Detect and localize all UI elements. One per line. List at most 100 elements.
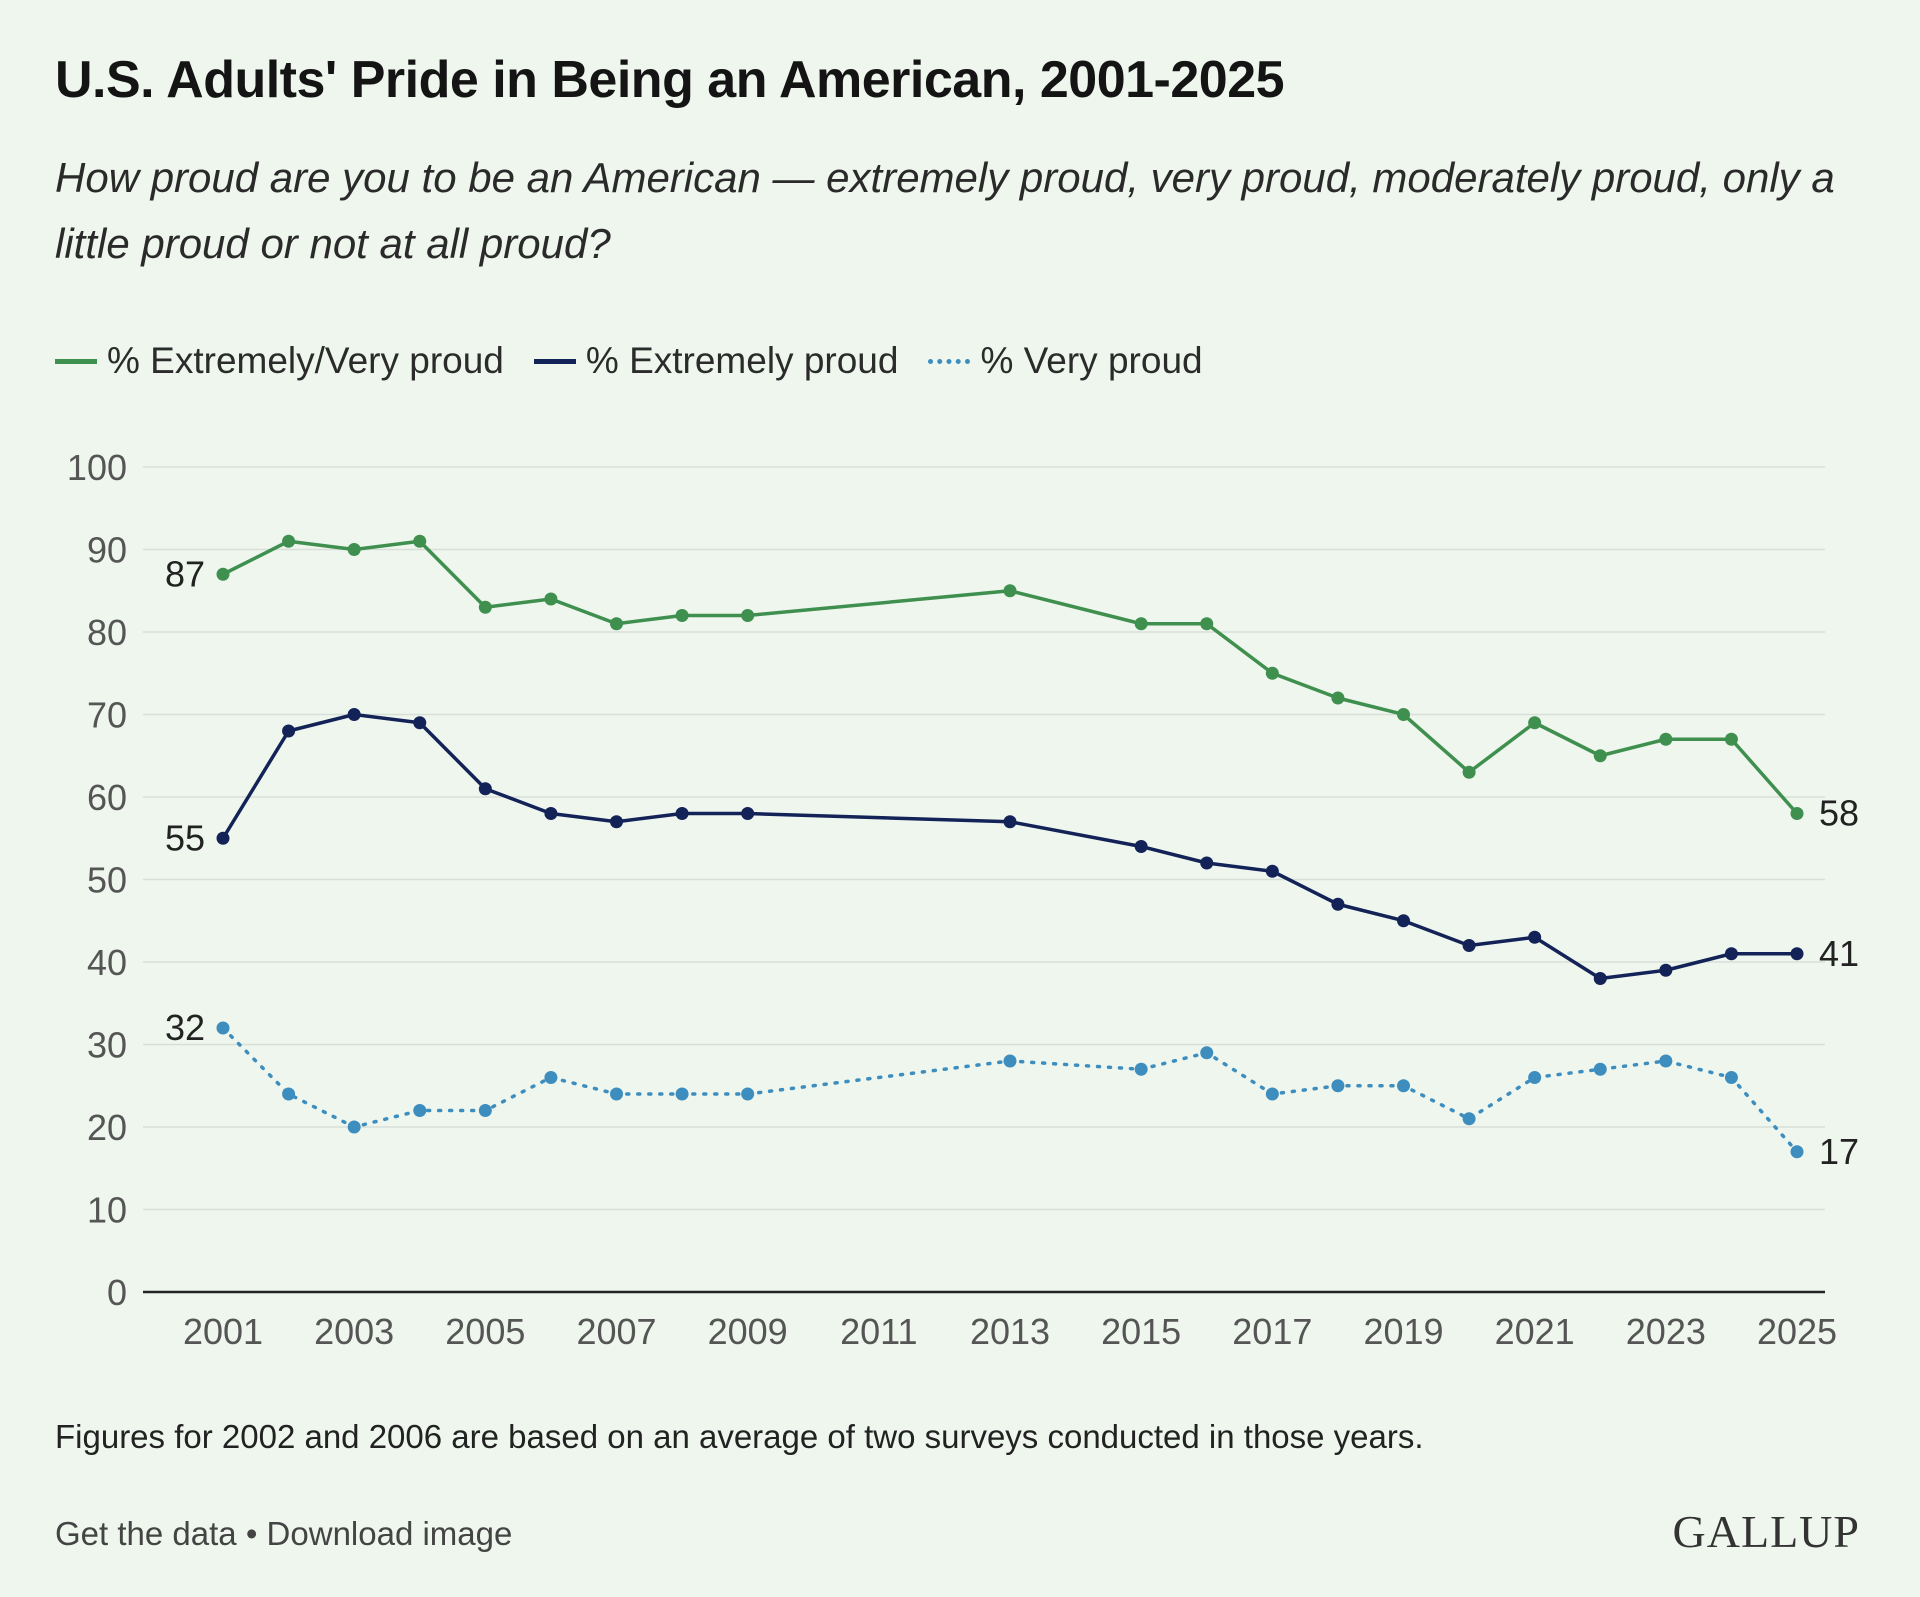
data-point-extremely-2008 — [675, 807, 689, 820]
legend-item-very: % Very proud — [928, 340, 1203, 382]
data-point-extremely_very-2016 — [1200, 617, 1214, 631]
data-point-very-2003 — [347, 1120, 361, 1134]
data-point-very-2015 — [1134, 1062, 1148, 1076]
end-label-extremely_very: 58 — [1819, 793, 1859, 834]
legend-swatch-extremely — [533, 358, 576, 364]
y-tick-label-60: 60 — [87, 777, 127, 818]
data-point-extremely-2022 — [1593, 972, 1607, 985]
x-tick-label-2021: 2021 — [1495, 1311, 1575, 1352]
data-point-extremely_very-2001 — [216, 567, 230, 581]
x-tick-label-2003: 2003 — [314, 1311, 394, 1352]
x-tick-label-2017: 2017 — [1232, 1311, 1312, 1352]
data-point-very-2013 — [1003, 1054, 1017, 1068]
data-point-very-2007 — [610, 1087, 623, 1101]
footer-links: Get the data • Download image — [55, 1515, 512, 1553]
data-point-very-2004 — [413, 1104, 427, 1117]
start-label-extremely_very: 87 — [165, 553, 205, 594]
x-tick-label-2019: 2019 — [1363, 1311, 1443, 1352]
download-image-link[interactable]: Download image — [266, 1515, 513, 1552]
series-line-extremely — [221, 712, 1799, 981]
chart-subtitle: How proud are you to be an American — ex… — [55, 154, 1835, 267]
legend-label-extremely: % Extremely proud — [585, 340, 899, 381]
legend-label-extremely-very: % Extremely/Very proud — [107, 340, 504, 381]
legend-item-extremely-very: % Extremely/Very proud — [55, 340, 504, 382]
data-point-extremely-2001 — [216, 831, 230, 845]
data-point-extremely_very-2005 — [478, 600, 492, 614]
data-point-very-2019 — [1397, 1079, 1410, 1093]
x-tick-label-2001: 2001 — [183, 1311, 263, 1352]
y-tick-label-0: 0 — [107, 1272, 127, 1313]
legend-label-very: % Very proud — [980, 340, 1203, 381]
data-point-extremely-2007 — [610, 815, 623, 829]
y-tick-label-20: 20 — [87, 1107, 127, 1148]
data-point-extremely_very-2024 — [1724, 732, 1738, 746]
y-tick-label-40: 40 — [87, 942, 127, 983]
x-tick-label-2015: 2015 — [1101, 1311, 1181, 1352]
data-point-extremely_very-2004 — [413, 534, 427, 548]
gallup-logo: GALLUP — [1672, 1506, 1860, 1557]
data-point-very-2022 — [1593, 1062, 1607, 1076]
data-point-extremely_very-2007 — [610, 617, 623, 631]
data-point-extremely-2009 — [741, 807, 755, 820]
data-point-extremely-2013 — [1003, 815, 1017, 829]
data-point-very-2016 — [1200, 1046, 1214, 1060]
data-point-very-2008 — [675, 1087, 689, 1101]
data-point-very-2021 — [1528, 1071, 1542, 1084]
footnote: Figures for 2002 and 2006 are based on a… — [55, 1418, 1424, 1455]
get-data-link[interactable]: Get the data — [55, 1515, 237, 1552]
data-point-very-2005 — [478, 1104, 492, 1117]
x-tick-label-2013: 2013 — [970, 1311, 1050, 1352]
data-point-extremely-2023 — [1659, 963, 1673, 977]
x-tick-label-2007: 2007 — [576, 1311, 656, 1352]
data-point-extremely-2002 — [282, 724, 296, 738]
y-tick-label-10: 10 — [87, 1190, 127, 1231]
data-point-extremely-2021 — [1528, 930, 1542, 944]
legend-swatch-very — [928, 358, 971, 364]
data-point-extremely_very-2018 — [1331, 691, 1345, 705]
data-point-very-2006 — [544, 1071, 558, 1084]
line-chart: 0 10 20 30 40 50 60 70 80 90 100 2001 2003 2005 2007 20… — [67, 447, 1859, 1352]
x-tick-label-2023: 2023 — [1626, 1311, 1706, 1352]
data-point-extremely_very-2008 — [675, 609, 689, 622]
y-tick-label-50: 50 — [87, 860, 127, 901]
data-point-extremely-2015 — [1134, 840, 1148, 853]
data-point-very-2017 — [1265, 1087, 1279, 1101]
data-point-extremely_very-2013 — [1003, 584, 1017, 598]
data-point-extremely-2003 — [347, 708, 361, 721]
y-tick-label-100: 100 — [67, 447, 127, 488]
legend-item-extremely: % Extremely proud — [533, 340, 899, 382]
data-point-extremely_very-2022 — [1593, 749, 1607, 763]
data-point-extremely_very-2009 — [741, 609, 755, 622]
data-point-very-2002 — [282, 1087, 296, 1101]
chart-title: U.S. Adults' Pride in Being an American,… — [55, 51, 1285, 109]
data-point-very-2025 — [1790, 1145, 1804, 1159]
data-point-very-2001 — [216, 1021, 230, 1035]
x-tick-label-2025: 2025 — [1757, 1311, 1837, 1352]
x-tick-label-2011: 2011 — [840, 1311, 917, 1352]
data-point-extremely-2017 — [1265, 864, 1279, 878]
x-tick-label-2005: 2005 — [445, 1311, 525, 1352]
series-line-very — [221, 1026, 1799, 1154]
data-point-extremely-2018 — [1331, 897, 1345, 911]
data-point-extremely_very-2020 — [1462, 765, 1476, 779]
y-tick-label-80: 80 — [87, 612, 127, 653]
data-point-extremely_very-2025 — [1790, 807, 1804, 820]
series-line-extremely_very — [221, 539, 1799, 816]
data-point-extremely-2005 — [478, 782, 492, 796]
data-point-extremely_very-2017 — [1265, 666, 1279, 680]
data-point-extremely-2019 — [1397, 914, 1410, 928]
data-point-extremely-2025 — [1790, 947, 1804, 961]
y-tick-label-30: 30 — [87, 1025, 127, 1066]
data-point-extremely-2016 — [1200, 856, 1214, 870]
data-point-very-2020 — [1462, 1112, 1476, 1126]
start-label-very: 32 — [165, 1007, 205, 1048]
legend-swatch-extremely-very — [55, 358, 97, 364]
data-point-very-2023 — [1659, 1054, 1673, 1068]
data-point-extremely-2020 — [1462, 939, 1476, 952]
data-point-very-2018 — [1331, 1079, 1345, 1093]
data-point-extremely_very-2002 — [282, 534, 296, 548]
data-point-extremely-2004 — [413, 716, 427, 730]
data-point-extremely_very-2023 — [1659, 732, 1673, 746]
y-tick-label-70: 70 — [87, 695, 127, 736]
data-point-extremely_very-2003 — [347, 543, 361, 556]
